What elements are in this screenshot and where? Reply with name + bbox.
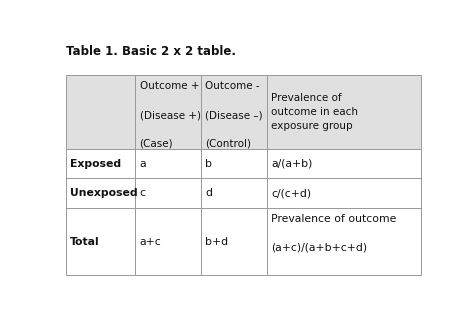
Text: d: d (205, 188, 212, 198)
Bar (135, 208, 201, 275)
Bar (266, 208, 421, 275)
Text: c/(c+d): c/(c+d) (271, 188, 311, 198)
Bar (135, 75, 201, 149)
Text: Exposed: Exposed (70, 159, 121, 169)
Text: Unexposed: Unexposed (70, 188, 138, 198)
Text: c: c (139, 188, 146, 198)
Text: Prevalence of
outcome in each
exposure group: Prevalence of outcome in each exposure g… (271, 93, 358, 131)
Text: Prevalence of outcome

(a+c)/(a+b+c+d): Prevalence of outcome (a+c)/(a+b+c+d) (271, 214, 396, 253)
Bar (66, 208, 135, 275)
Text: Total: Total (70, 236, 100, 246)
Bar (201, 149, 266, 178)
Text: a/(a+b): a/(a+b) (271, 159, 312, 169)
Bar (66, 149, 135, 178)
Bar (201, 178, 266, 208)
Bar (135, 178, 201, 208)
Text: Outcome -

(Disease –)

(Control): Outcome - (Disease –) (Control) (205, 81, 263, 149)
Text: b: b (205, 159, 212, 169)
Bar (201, 75, 266, 149)
Text: b+d: b+d (205, 236, 228, 246)
Bar (266, 149, 421, 178)
Bar (66, 75, 135, 149)
Bar (266, 75, 421, 149)
Text: Table 1. Basic 2 x 2 table.: Table 1. Basic 2 x 2 table. (66, 45, 236, 58)
Bar (201, 208, 266, 275)
Bar (266, 178, 421, 208)
Bar (135, 149, 201, 178)
Text: Outcome +

(Disease +)

(Case): Outcome + (Disease +) (Case) (139, 81, 201, 149)
Text: a: a (139, 159, 146, 169)
Text: a+c: a+c (139, 236, 161, 246)
Bar (66, 178, 135, 208)
